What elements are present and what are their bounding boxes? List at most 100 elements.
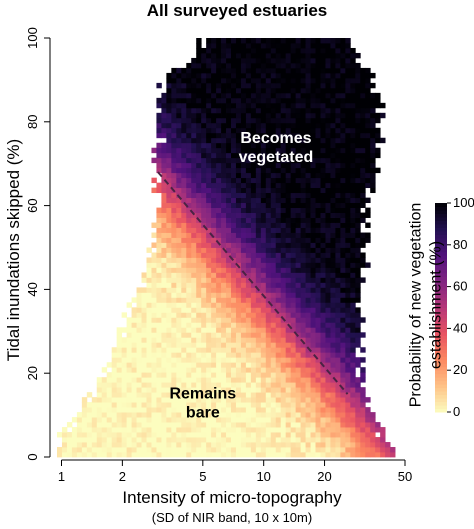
heat-cell [335, 242, 341, 248]
heat-cell [196, 152, 202, 159]
colorbar-segment [435, 352, 447, 357]
heat-cell [240, 297, 247, 303]
heat-cell [360, 77, 366, 84]
heat-cell [260, 232, 267, 238]
heat-cell [226, 142, 232, 149]
heat-cell [151, 277, 157, 283]
heat-cell [226, 152, 232, 159]
heat-cell [231, 442, 237, 448]
heat-cell [186, 292, 192, 298]
heat-cell [290, 132, 297, 139]
heat-cell [290, 242, 297, 248]
heat-cell [305, 87, 311, 94]
heat-cell [335, 362, 341, 368]
heat-cell [320, 232, 326, 238]
heat-cell [245, 257, 252, 263]
heat-cell [176, 117, 182, 124]
heat-cell [255, 422, 262, 428]
heat-cell [206, 47, 212, 54]
heat-cell [345, 147, 351, 154]
heat-cell [116, 437, 123, 443]
heat-cell [335, 42, 341, 49]
heat-cell [320, 322, 326, 328]
heat-cell [201, 237, 207, 243]
heat-cell [196, 292, 202, 298]
heat-cell [156, 327, 162, 333]
heat-cell [335, 52, 341, 59]
colorbar-segment [435, 276, 447, 281]
annotation-remains-bare: bare [186, 404, 220, 421]
heat-cell [250, 207, 257, 213]
heat-cell [350, 202, 356, 208]
heat-cell [156, 162, 162, 169]
heat-cell [360, 367, 366, 373]
heat-cell [305, 282, 311, 288]
heat-cell [206, 277, 212, 283]
colorbar-segment [435, 335, 447, 340]
heat-cell [171, 437, 177, 443]
heat-cell [245, 172, 252, 179]
heat-cell [340, 452, 346, 458]
heat-cell [116, 387, 123, 393]
heat-cell [201, 87, 207, 94]
heat-cell [280, 72, 287, 79]
heat-cell [81, 447, 88, 453]
heat-cell [186, 367, 192, 373]
heat-cell [201, 62, 207, 69]
heat-cell [186, 382, 192, 388]
heat-cell [136, 337, 142, 343]
heat-cell [320, 427, 326, 433]
heat-cell [350, 277, 356, 283]
heat-cell [255, 117, 262, 124]
heat-cell [136, 432, 142, 438]
heat-cell [245, 147, 252, 154]
heat-cell [186, 187, 192, 194]
heat-cell [355, 412, 361, 418]
heat-cell [335, 252, 341, 258]
heat-cell [61, 427, 68, 433]
heat-cell [181, 107, 187, 114]
heat-cell [211, 162, 217, 169]
heat-cell [260, 412, 267, 418]
heat-cell [131, 397, 137, 403]
heat-cell [305, 412, 311, 418]
heat-cell [350, 332, 356, 338]
heat-cell [255, 327, 262, 333]
heat-cell [265, 187, 272, 194]
heat-cell [101, 397, 108, 403]
heat-cell [270, 407, 277, 413]
heat-cell [350, 242, 356, 248]
heat-cell [196, 377, 202, 383]
heat-cell [186, 317, 192, 323]
heat-cell [290, 57, 297, 64]
heat-cell [305, 97, 311, 104]
heat-cell [320, 172, 326, 179]
heat-cell [255, 87, 262, 94]
heat-cell [260, 112, 267, 119]
heat-cell [245, 377, 252, 383]
heat-cell [275, 152, 282, 159]
heat-cell [171, 112, 177, 119]
heat-cell [315, 82, 321, 89]
heat-cell [300, 397, 306, 403]
heat-cell [345, 267, 351, 273]
heat-cell [206, 327, 212, 333]
chart-title: All surveyed estuaries [147, 1, 327, 20]
heat-cell [355, 142, 361, 149]
heat-cell [260, 357, 267, 363]
heat-cell [260, 137, 267, 144]
heat-cell [206, 352, 212, 358]
heat-cell [211, 427, 217, 433]
heat-cell [206, 437, 212, 443]
heat-cell [196, 232, 202, 238]
heat-cell [221, 352, 227, 358]
heat-cell [245, 212, 252, 218]
heat-cell [101, 377, 108, 383]
heat-cell [330, 432, 336, 438]
heat-cell [176, 82, 182, 89]
heat-cell [131, 307, 137, 313]
heat-cell [131, 297, 137, 303]
heat-cell [226, 67, 232, 74]
heat-cell [260, 407, 267, 413]
heat-cell [196, 182, 202, 189]
